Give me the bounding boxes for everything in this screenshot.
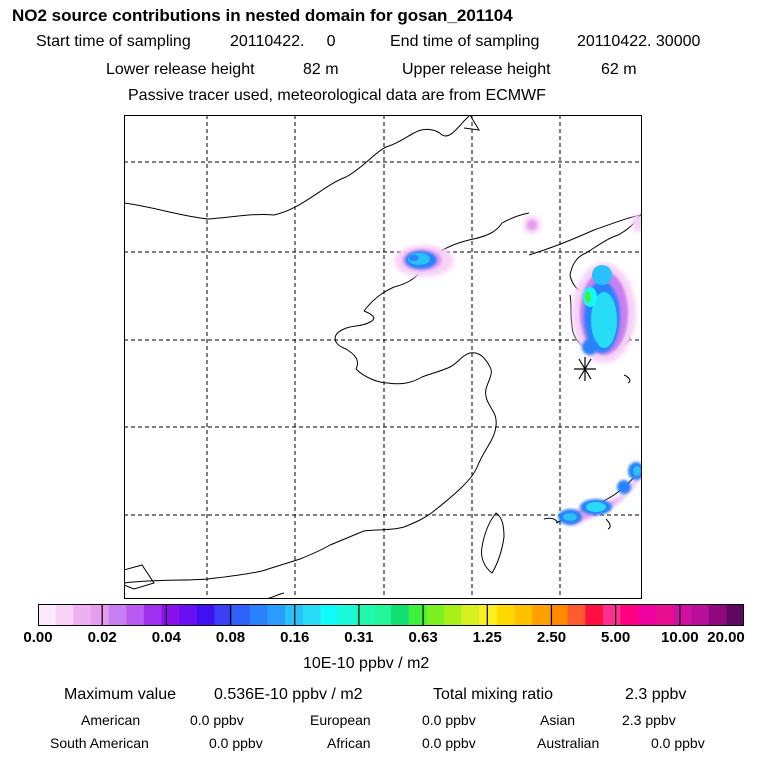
colorbar-swatch [161,604,180,626]
lower-height-label: Lower release height [106,61,255,78]
colorbar-tick-label: 0.04 [151,629,181,646]
colorbar-swatch [302,604,321,626]
colorbar-swatch [691,604,709,626]
upper-height-label: Upper release height [402,61,551,78]
max-value: 0.536E-10 ppbv / m2 [214,686,363,703]
region-asian-label: Asian [540,712,576,728]
colorbar-tick-label: 5.00 [601,629,631,646]
colorbar-swatch [391,604,409,626]
plume-korea [572,263,636,363]
plume-bohai [394,245,454,277]
map-title: NO2 source contributions in nested domai… [12,6,513,25]
colorbar-swatch [55,604,74,626]
colorbar [38,604,744,626]
region-american-value: 0.0 ppbv [190,712,244,728]
colorbar-swatch [196,604,215,626]
total-mixing-label: Total mixing ratio [433,686,554,703]
colorbar-swatch [567,604,586,626]
region-asian-value: 2.3 ppbv [622,712,676,728]
colorbar-swatch [443,604,462,626]
end-time-value: 20110422. 30000 [577,33,701,50]
colorbar-swatch [285,604,304,626]
colorbar-swatch [726,604,744,626]
lower-height-value: 82 m [303,61,339,78]
colorbar-swatch [90,604,109,626]
colorbar-tick-label: 0.08 [215,629,246,646]
colorbar-swatch [638,604,657,626]
upper-height-value: 62 m [601,61,637,78]
grid-lines [124,115,642,599]
colorbar-swatch [673,604,692,626]
max-value-label: Maximum value [64,686,177,703]
colorbar-swatch [267,604,286,626]
colorbar-swatch [461,604,480,626]
plume-northeast [523,216,541,234]
colorbar-swatch [708,604,727,626]
colorbar-swatch [179,604,198,626]
region-african-value: 0.0 ppbv [422,735,476,751]
colorbar-swatch [514,604,533,626]
colorbar-tick-label: 20.00 [707,629,745,646]
map-panel [124,115,642,599]
region-australian-value: 0.0 ppbv [651,735,705,751]
data-source-note: Passive tracer used, meteorological data… [128,87,546,104]
colorbar-swatch [108,604,127,626]
colorbar-swatch [585,604,604,626]
colorbar-tick-label: 0.63 [408,629,438,646]
colorbar-tick-label: 0.16 [280,629,310,646]
start-time-label: Start time of sampling [36,33,191,50]
region-european-label: European [310,712,371,728]
colorbar-tick-label: 0.02 [87,629,117,646]
start-time-value: 20110422. 0 [230,33,336,50]
colorbar-swatch [373,604,392,626]
colorbar-swatch [214,604,233,626]
colorbar-unit: 10E-10 ppbv / m2 [303,655,430,672]
colorbar-tick-label: 0.31 [344,629,374,646]
colorbar-swatch [426,604,445,626]
colorbar-swatch [73,604,92,626]
colorbar-tick-label: 2.50 [536,629,567,646]
colorbar-swatch [496,604,515,626]
colorbar-swatch [655,604,674,626]
region-south-american-label: South American [50,735,149,751]
colorbar-border [38,604,744,626]
region-european-value: 0.0 ppbv [422,712,476,728]
colorbar-swatch [408,604,427,626]
plume-east-edge [632,214,642,232]
colorbar-swatch [620,604,639,626]
colorbar-tick-label: 1.25 [472,629,502,646]
asterisk-marker [574,357,596,381]
colorbar-swatch [38,604,56,626]
plume-japan [558,461,642,525]
colorbar-swatch [532,604,551,626]
colorbar-swatch [320,604,339,626]
colorbar-swatch [143,604,162,626]
colorbar-swatch [479,604,498,626]
region-american-label: American [81,712,141,728]
region-african-label: African [327,735,371,751]
colorbar-swatch [126,604,145,626]
colorbar-tick-label: 0.00 [23,629,53,646]
colorbar-swatch [338,604,356,626]
region-australian-label: Australian [537,735,600,751]
region-south-american-value: 0.0 ppbv [209,735,263,751]
colorbar-swatch [249,604,268,626]
colorbar-swatch [355,604,374,626]
colorbar-swatch [549,604,568,626]
total-mixing-value: 2.3 ppbv [625,686,687,703]
end-time-label: End time of sampling [390,33,540,50]
colorbar-tick-label: 10.00 [661,629,699,646]
colorbar-swatch [232,604,251,626]
colorbar-swatch [602,604,621,626]
